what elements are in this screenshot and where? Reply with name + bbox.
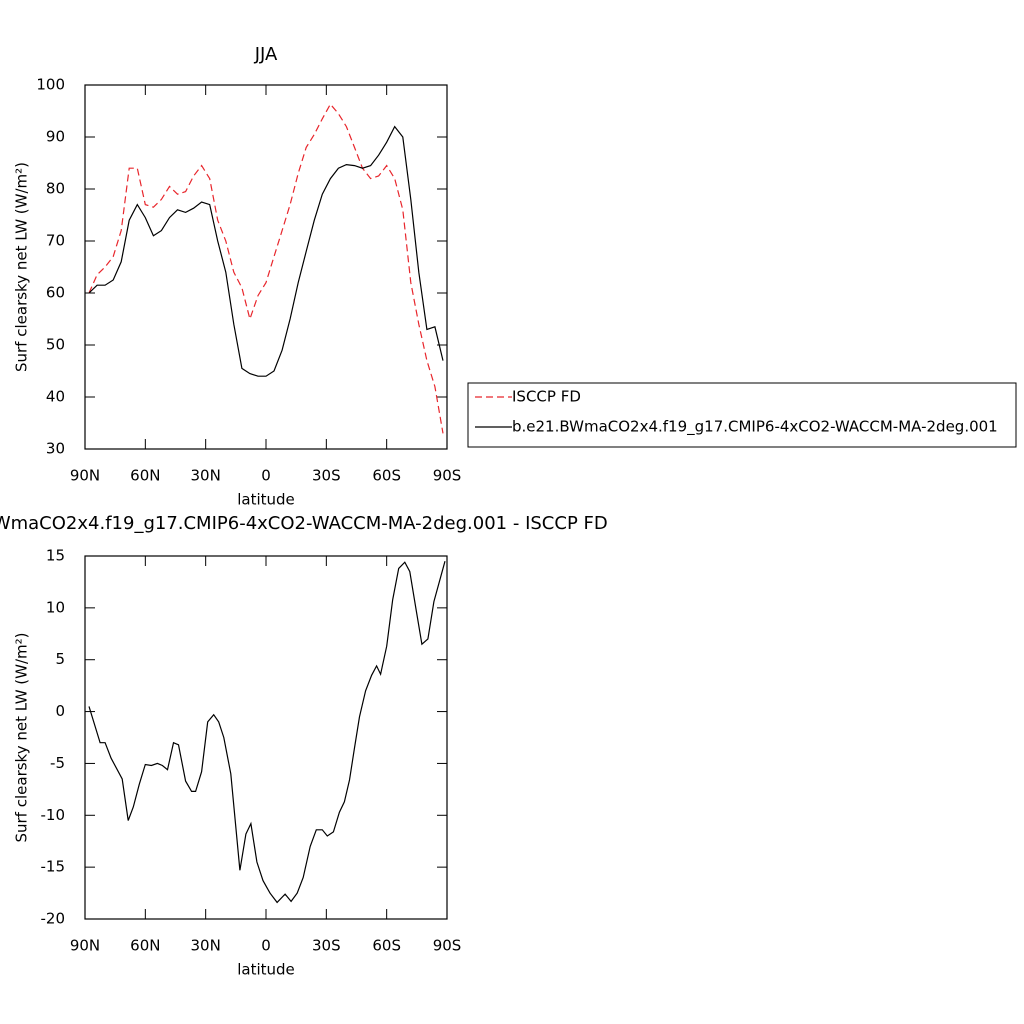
y-tick-label: 40 — [46, 388, 65, 406]
x-axis-label: latitude — [237, 491, 295, 509]
y-tick-label: 10 — [46, 598, 65, 616]
y-tick-label: -10 — [41, 806, 66, 824]
chart-title: JJA — [254, 44, 278, 65]
x-tick-label: 90N — [70, 467, 100, 485]
y-tick-label: 5 — [55, 650, 65, 668]
y-tick-label: 100 — [36, 76, 65, 94]
legend-label: ISCCP FD — [512, 388, 581, 406]
y-axis-label: Surf clearsky net LW (W/m²) — [13, 162, 31, 372]
x-tick-label: 0 — [261, 937, 271, 955]
plot-frame — [84, 84, 448, 450]
x-tick-label: 30N — [191, 937, 221, 955]
chart-title: b.e21.BWmaCO2x4.f19_g17.CMIP6-4xCO2-WACC… — [0, 513, 608, 534]
x-tick-label: 60N — [130, 937, 160, 955]
y-tick-label: 70 — [46, 232, 65, 250]
x-tick-label: 90S — [433, 937, 462, 955]
y-tick-label: -15 — [41, 858, 66, 876]
y-axis-label: Surf clearsky net LW (W/m²) — [13, 632, 31, 842]
y-tick-label: 80 — [46, 180, 65, 198]
y-tick-label: 30 — [46, 440, 65, 458]
y-tick-label: 50 — [46, 336, 65, 354]
x-axis-label: latitude — [237, 961, 295, 979]
x-tick-label: 90S — [433, 467, 462, 485]
legend-box — [467, 382, 1017, 448]
x-tick-label: 60S — [372, 467, 401, 485]
x-tick-label: 60S — [372, 937, 401, 955]
y-tick-label: 0 — [55, 702, 65, 720]
x-tick-label: 90N — [70, 937, 100, 955]
x-tick-label: 30S — [312, 937, 341, 955]
series-line — [88, 103, 444, 434]
x-tick-label: 60N — [130, 467, 160, 485]
x-tick-label: 30N — [191, 467, 221, 485]
legend-label: b.e21.BWmaCO2x4.f19_g17.CMIP6-4xCO2-WACC… — [512, 418, 998, 437]
y-tick-label: 60 — [46, 284, 65, 302]
x-tick-label: 0 — [261, 467, 271, 485]
y-tick-label: 15 — [46, 547, 65, 565]
y-tick-label: 90 — [46, 128, 65, 146]
plot-frame — [84, 555, 448, 920]
x-tick-label: 30S — [312, 467, 341, 485]
series-line — [88, 561, 446, 904]
y-tick-label: -20 — [41, 910, 66, 928]
series-line — [88, 125, 444, 377]
y-tick-label: -5 — [50, 754, 65, 772]
